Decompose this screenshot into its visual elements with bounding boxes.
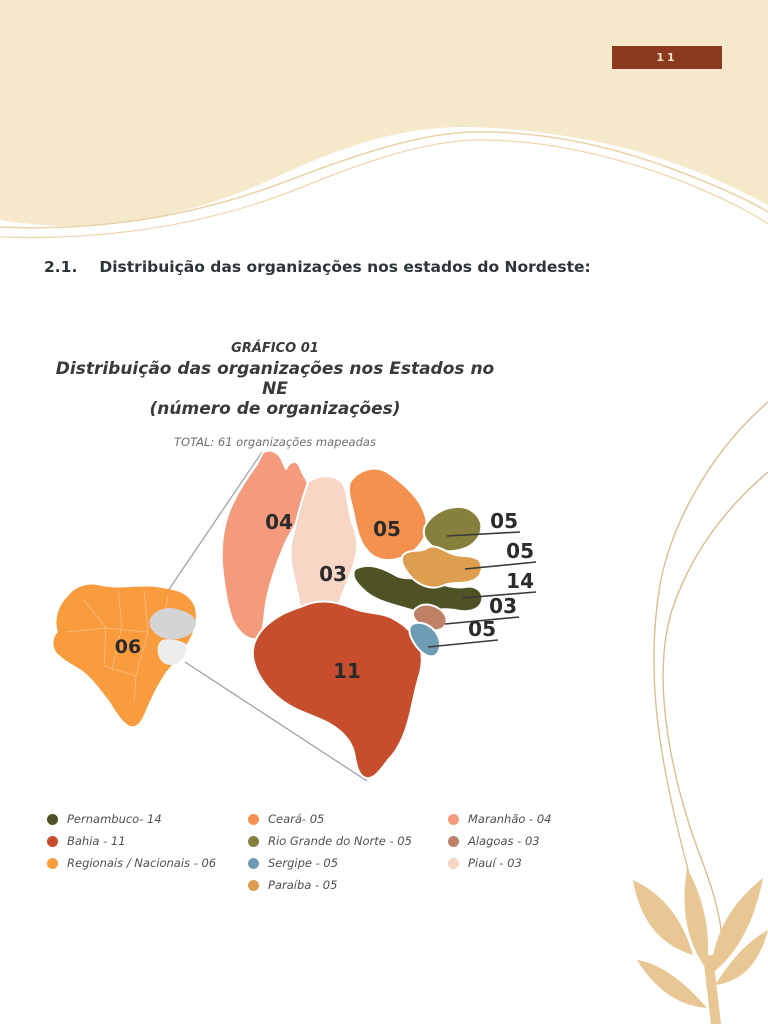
state-ceara — [347, 467, 428, 562]
brazil-southeast-region — [157, 639, 187, 665]
legend-column-1: Pernambuco- 14 Bahia - 11 Regionais / Na… — [47, 812, 216, 870]
legend-label-bahia: Bahia - 11 — [67, 834, 126, 848]
brazil-value-label: 06 — [115, 636, 141, 658]
map-chart: 06 04 03 05 11 05 05 14 — [53, 449, 537, 782]
section-title: Distribuição das organizações nos estado… — [99, 258, 591, 276]
brazil-northeast-region — [149, 608, 196, 640]
leaf-stem — [703, 955, 721, 1024]
legend-dot-paraiba — [248, 879, 259, 891]
legend-label-regionais: Regionais / Nacionais - 06 — [67, 856, 217, 870]
legend-column-3: Maranhão - 04 Alagoas - 03 Piauí - 03 — [448, 812, 552, 870]
page-number: 11 — [656, 51, 678, 64]
callout-line-sergipe — [427, 639, 499, 648]
paraiba-callout-label: 05 — [506, 539, 534, 563]
legend-label-ceara: Ceará- 05 — [268, 812, 325, 826]
legend-item-bahia: Bahia - 11 — [47, 834, 216, 848]
legend-item-alagoas: Alagoas - 03 — [448, 834, 552, 848]
legend-item-regionais: Regionais / Nacionais - 06 — [47, 856, 216, 870]
pernambuco-callout-label: 14 — [506, 569, 534, 593]
legend-item-maranhao: Maranhão - 04 — [448, 812, 552, 826]
callout-lines — [427, 531, 537, 648]
page-number-badge — [612, 46, 722, 69]
legend-label-sergipe: Sergipe - 05 — [268, 856, 339, 870]
legend-dot-regionais — [47, 857, 58, 869]
chart-title: Distribuição das organizações nos Estado… — [55, 359, 495, 399]
section-heading: 2.1. Distribuição das organizações nos e… — [44, 258, 591, 276]
legend-item-ceara: Ceará- 05 — [248, 812, 412, 826]
bahia-value-label: 11 — [333, 659, 361, 683]
legend-item-pernambuco: Pernambuco- 14 — [47, 812, 216, 826]
alagoas-callout-label: 03 — [489, 594, 517, 618]
leaf-2 — [684, 868, 709, 970]
chart-total: TOTAL: 61 organizações mapeadas — [174, 435, 376, 449]
legend-label-paraiba: Paraíba - 05 — [268, 878, 338, 892]
chart-label: GRÁFICO 01 — [231, 341, 319, 356]
state-maranhao — [220, 449, 311, 641]
wave-outline-1 — [0, 131, 768, 229]
state-paraiba — [400, 545, 483, 589]
legend-label-maranhao: Maranhão - 04 — [468, 812, 552, 826]
legend-item-paraiba: Paraíba - 05 — [248, 878, 412, 892]
legend-dot-ceara — [248, 813, 259, 825]
chart-subtitle: (número de organizações) — [149, 399, 401, 419]
legend-item-sergipe: Sergipe - 05 — [248, 856, 412, 870]
piaui-value-label: 03 — [319, 562, 347, 586]
brazil-state-borders — [65, 589, 169, 703]
legend-dot-pernambuco — [47, 813, 58, 825]
legend-dot-rio-grande-do-norte — [248, 835, 259, 847]
state-bahia — [251, 600, 423, 780]
legend-label-pernambuco: Pernambuco- 14 — [67, 812, 162, 826]
rn-callout-label: 05 — [490, 509, 518, 533]
callout-line-pernambuco — [461, 591, 537, 599]
sergipe-callout-label: 05 — [468, 617, 496, 641]
legend-dot-sergipe — [248, 857, 259, 869]
northeast-map — [220, 449, 484, 780]
legend-dot-maranhao — [448, 813, 459, 825]
legend-item-piaui: Piauí - 03 — [448, 856, 552, 870]
legend-dot-alagoas — [448, 835, 459, 847]
curve-line-2 — [662, 471, 768, 941]
legend-dot-bahia — [47, 835, 58, 847]
zoom-line-top — [154, 451, 263, 611]
state-sergipe — [408, 621, 441, 658]
zoom-line-bottom — [184, 661, 368, 782]
brazil-map: 06 — [53, 584, 196, 727]
leaf-5 — [637, 960, 707, 1008]
leaf-1 — [633, 880, 693, 955]
leaf-4 — [715, 930, 768, 985]
legend-label-rio-grande-do-norte: Rio Grande do Norte - 05 — [268, 834, 412, 848]
header-wave-graphic — [0, 0, 768, 239]
callout-line-rn — [446, 531, 521, 537]
ceara-value-label: 05 — [373, 517, 401, 541]
state-rio-grande-do-norte — [422, 505, 483, 553]
callout-line-alagoas — [444, 616, 520, 625]
legend-label-alagoas: Alagoas - 03 — [468, 834, 540, 848]
wave-outline-2 — [0, 139, 768, 239]
state-pernambuco — [352, 564, 484, 613]
chart-title-block: GRÁFICO 01 Distribuição das organizações… — [40, 341, 510, 449]
callout-line-paraiba — [464, 561, 537, 570]
leaf-decoration — [633, 868, 768, 1024]
section-number: 2.1. — [44, 258, 78, 276]
legend-item-rio-grande-do-norte: Rio Grande do Norte - 05 — [248, 834, 412, 848]
legend-column-2: Ceará- 05 Rio Grande do Norte - 05 Sergi… — [248, 812, 412, 892]
legend-dot-piaui — [448, 857, 459, 869]
maranhao-value-label: 04 — [265, 510, 293, 534]
leaf-3 — [710, 878, 763, 975]
legend-label-piaui: Piauí - 03 — [468, 856, 522, 870]
header-wave-shape — [0, 0, 768, 227]
